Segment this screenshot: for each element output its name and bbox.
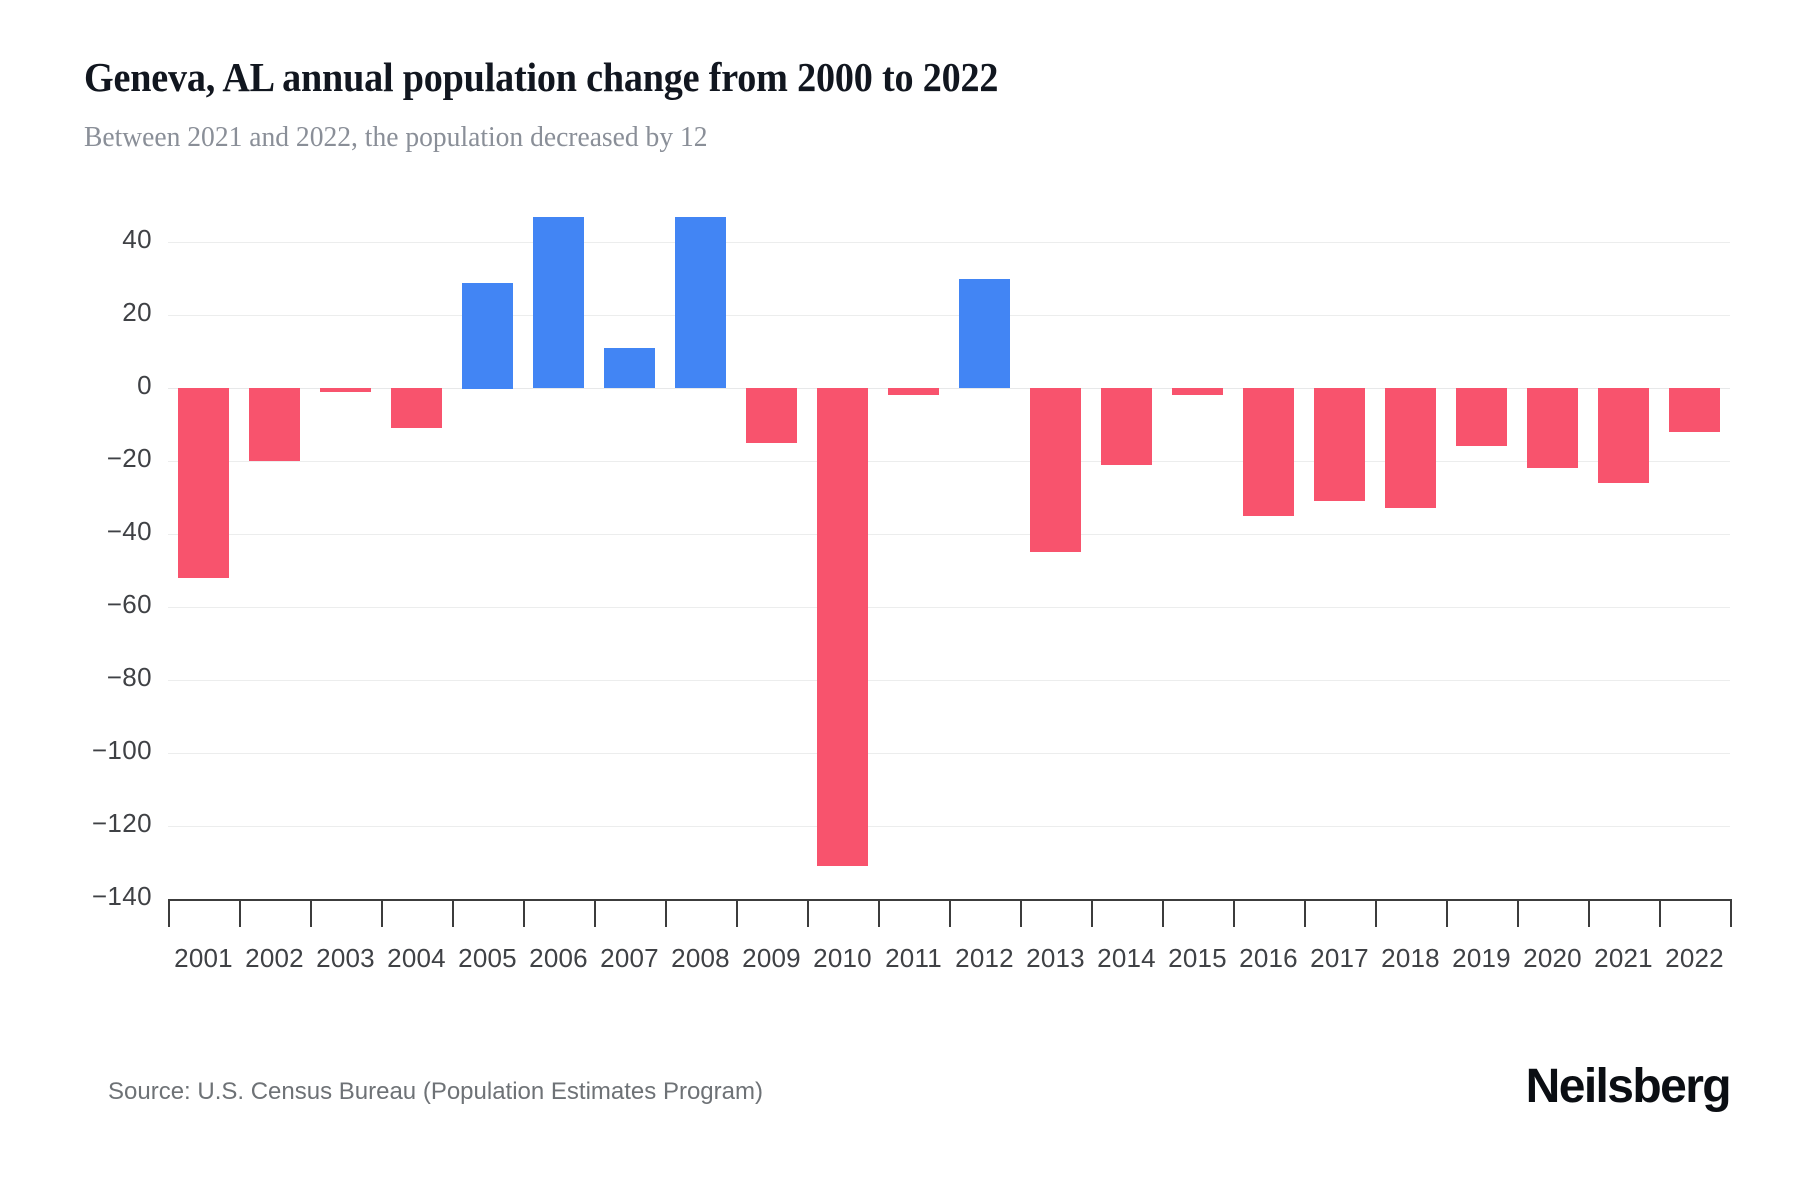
x-axis-tick-mark <box>1304 899 1306 927</box>
x-axis-tick-label-2001: 2001 <box>174 943 233 973</box>
bar-2020[interactable] <box>1527 388 1578 468</box>
gridline <box>168 534 1730 535</box>
bar-2016[interactable] <box>1243 388 1294 516</box>
zero-line <box>168 388 1730 389</box>
x-axis-tick-mark <box>1588 899 1590 927</box>
gridline <box>168 826 1730 827</box>
bar-2005[interactable] <box>462 283 513 389</box>
bar-2010[interactable] <box>817 388 868 866</box>
y-axis-tick-label: −40 <box>106 516 152 546</box>
bar-2011[interactable] <box>888 388 939 395</box>
bar-2013[interactable] <box>1030 388 1081 552</box>
x-axis-tick-label-2014: 2014 <box>1097 943 1156 973</box>
x-axis-tick-mark <box>1517 899 1519 927</box>
y-axis-tick-label: −120 <box>91 808 152 838</box>
x-axis-tick-label-2007: 2007 <box>600 943 659 973</box>
x-axis-tick-mark <box>452 899 454 927</box>
y-axis-tick-label: −80 <box>106 662 152 692</box>
gridline <box>168 607 1730 608</box>
x-axis-tick-mark <box>381 899 383 927</box>
x-axis-tick-label-2017: 2017 <box>1310 943 1369 973</box>
x-axis-tick-mark <box>310 899 312 927</box>
source-note: Source: U.S. Census Bureau (Population E… <box>108 1078 763 1105</box>
x-axis-tick-label-2008: 2008 <box>671 943 730 973</box>
gridline <box>168 315 1730 316</box>
x-axis-tick-label-2022: 2022 <box>1665 943 1724 973</box>
x-axis-tick-mark <box>594 899 596 927</box>
y-axis-tick-label: −100 <box>91 735 152 765</box>
bar-2009[interactable] <box>746 388 797 443</box>
x-axis-tick-label-2019: 2019 <box>1452 943 1511 973</box>
x-axis-tick-label-2002: 2002 <box>245 943 304 973</box>
bar-2015[interactable] <box>1172 388 1223 395</box>
x-axis-tick-label-2005: 2005 <box>458 943 517 973</box>
x-axis-tick-mark <box>1446 899 1448 927</box>
chart-subtitle: Between 2021 and 2022, the population de… <box>84 121 708 153</box>
bar-2018[interactable] <box>1385 388 1436 508</box>
x-axis-tick-label-2004: 2004 <box>387 943 446 973</box>
x-axis-tick-mark <box>736 899 738 927</box>
bar-2017[interactable] <box>1314 388 1365 501</box>
bar-2019[interactable] <box>1456 388 1507 446</box>
bar-2003[interactable] <box>320 388 371 392</box>
y-axis-tick-label: 0 <box>137 370 152 400</box>
x-axis-tick-mark <box>1162 899 1164 927</box>
x-axis-tick-label-2009: 2009 <box>742 943 801 973</box>
gridline <box>168 461 1730 462</box>
gridline <box>168 753 1730 754</box>
y-axis-tick-label: 40 <box>122 224 152 254</box>
x-axis-tick-mark <box>523 899 525 927</box>
bar-2022[interactable] <box>1669 388 1720 432</box>
x-axis-tick-mark <box>1375 899 1377 927</box>
x-axis-tick-mark <box>168 899 170 927</box>
x-axis-tick-label-2011: 2011 <box>885 943 942 973</box>
x-axis-tick-label-2003: 2003 <box>316 943 375 973</box>
bar-2006[interactable] <box>533 217 584 388</box>
y-axis-tick-label: −20 <box>106 443 152 473</box>
x-axis-tick-mark <box>878 899 880 927</box>
x-axis-tick-label-2006: 2006 <box>529 943 588 973</box>
x-axis-tick-label-2012: 2012 <box>955 943 1014 973</box>
bar-2001[interactable] <box>178 388 229 578</box>
x-axis-tick-mark <box>1020 899 1022 927</box>
x-axis-tick-label-2013: 2013 <box>1026 943 1085 973</box>
gridline <box>168 242 1730 243</box>
x-axis-tick-label-2010: 2010 <box>813 943 872 973</box>
chart-header: Geneva, AL annual population change from… <box>84 52 1684 156</box>
x-axis-tick-mark <box>949 899 951 927</box>
x-axis-tick-label-2018: 2018 <box>1381 943 1440 973</box>
x-axis-tick-mark <box>1730 899 1732 927</box>
y-axis-tick-label: 20 <box>122 297 152 327</box>
x-axis-tick-mark <box>665 899 667 927</box>
x-axis-tick-mark <box>239 899 241 927</box>
brand-logo: Neilsberg <box>1525 1060 1732 1113</box>
x-axis-tick-mark <box>1091 899 1093 927</box>
x-axis-tick-label-2020: 2020 <box>1523 943 1582 973</box>
bar-2004[interactable] <box>391 388 442 428</box>
gridline <box>168 680 1730 681</box>
x-axis-tick-label-2016: 2016 <box>1239 943 1298 973</box>
y-axis-tick-label: −60 <box>106 589 152 619</box>
bar-2014[interactable] <box>1101 388 1152 465</box>
page-title: Geneva, AL annual population change from… <box>84 54 999 100</box>
y-axis-tick-label: −140 <box>91 881 152 911</box>
x-axis-tick-label-2021: 2021 <box>1594 943 1653 973</box>
x-axis-tick-mark <box>807 899 809 927</box>
bar-2007[interactable] <box>604 348 655 388</box>
bar-2002[interactable] <box>249 388 300 461</box>
x-axis-tick-label-2015: 2015 <box>1168 943 1227 973</box>
bar-2021[interactable] <box>1598 388 1649 483</box>
x-axis-tick-mark <box>1659 899 1661 927</box>
x-axis-tick-mark <box>1233 899 1235 927</box>
bar-2008[interactable] <box>675 217 726 388</box>
bar-2012[interactable] <box>959 279 1010 388</box>
